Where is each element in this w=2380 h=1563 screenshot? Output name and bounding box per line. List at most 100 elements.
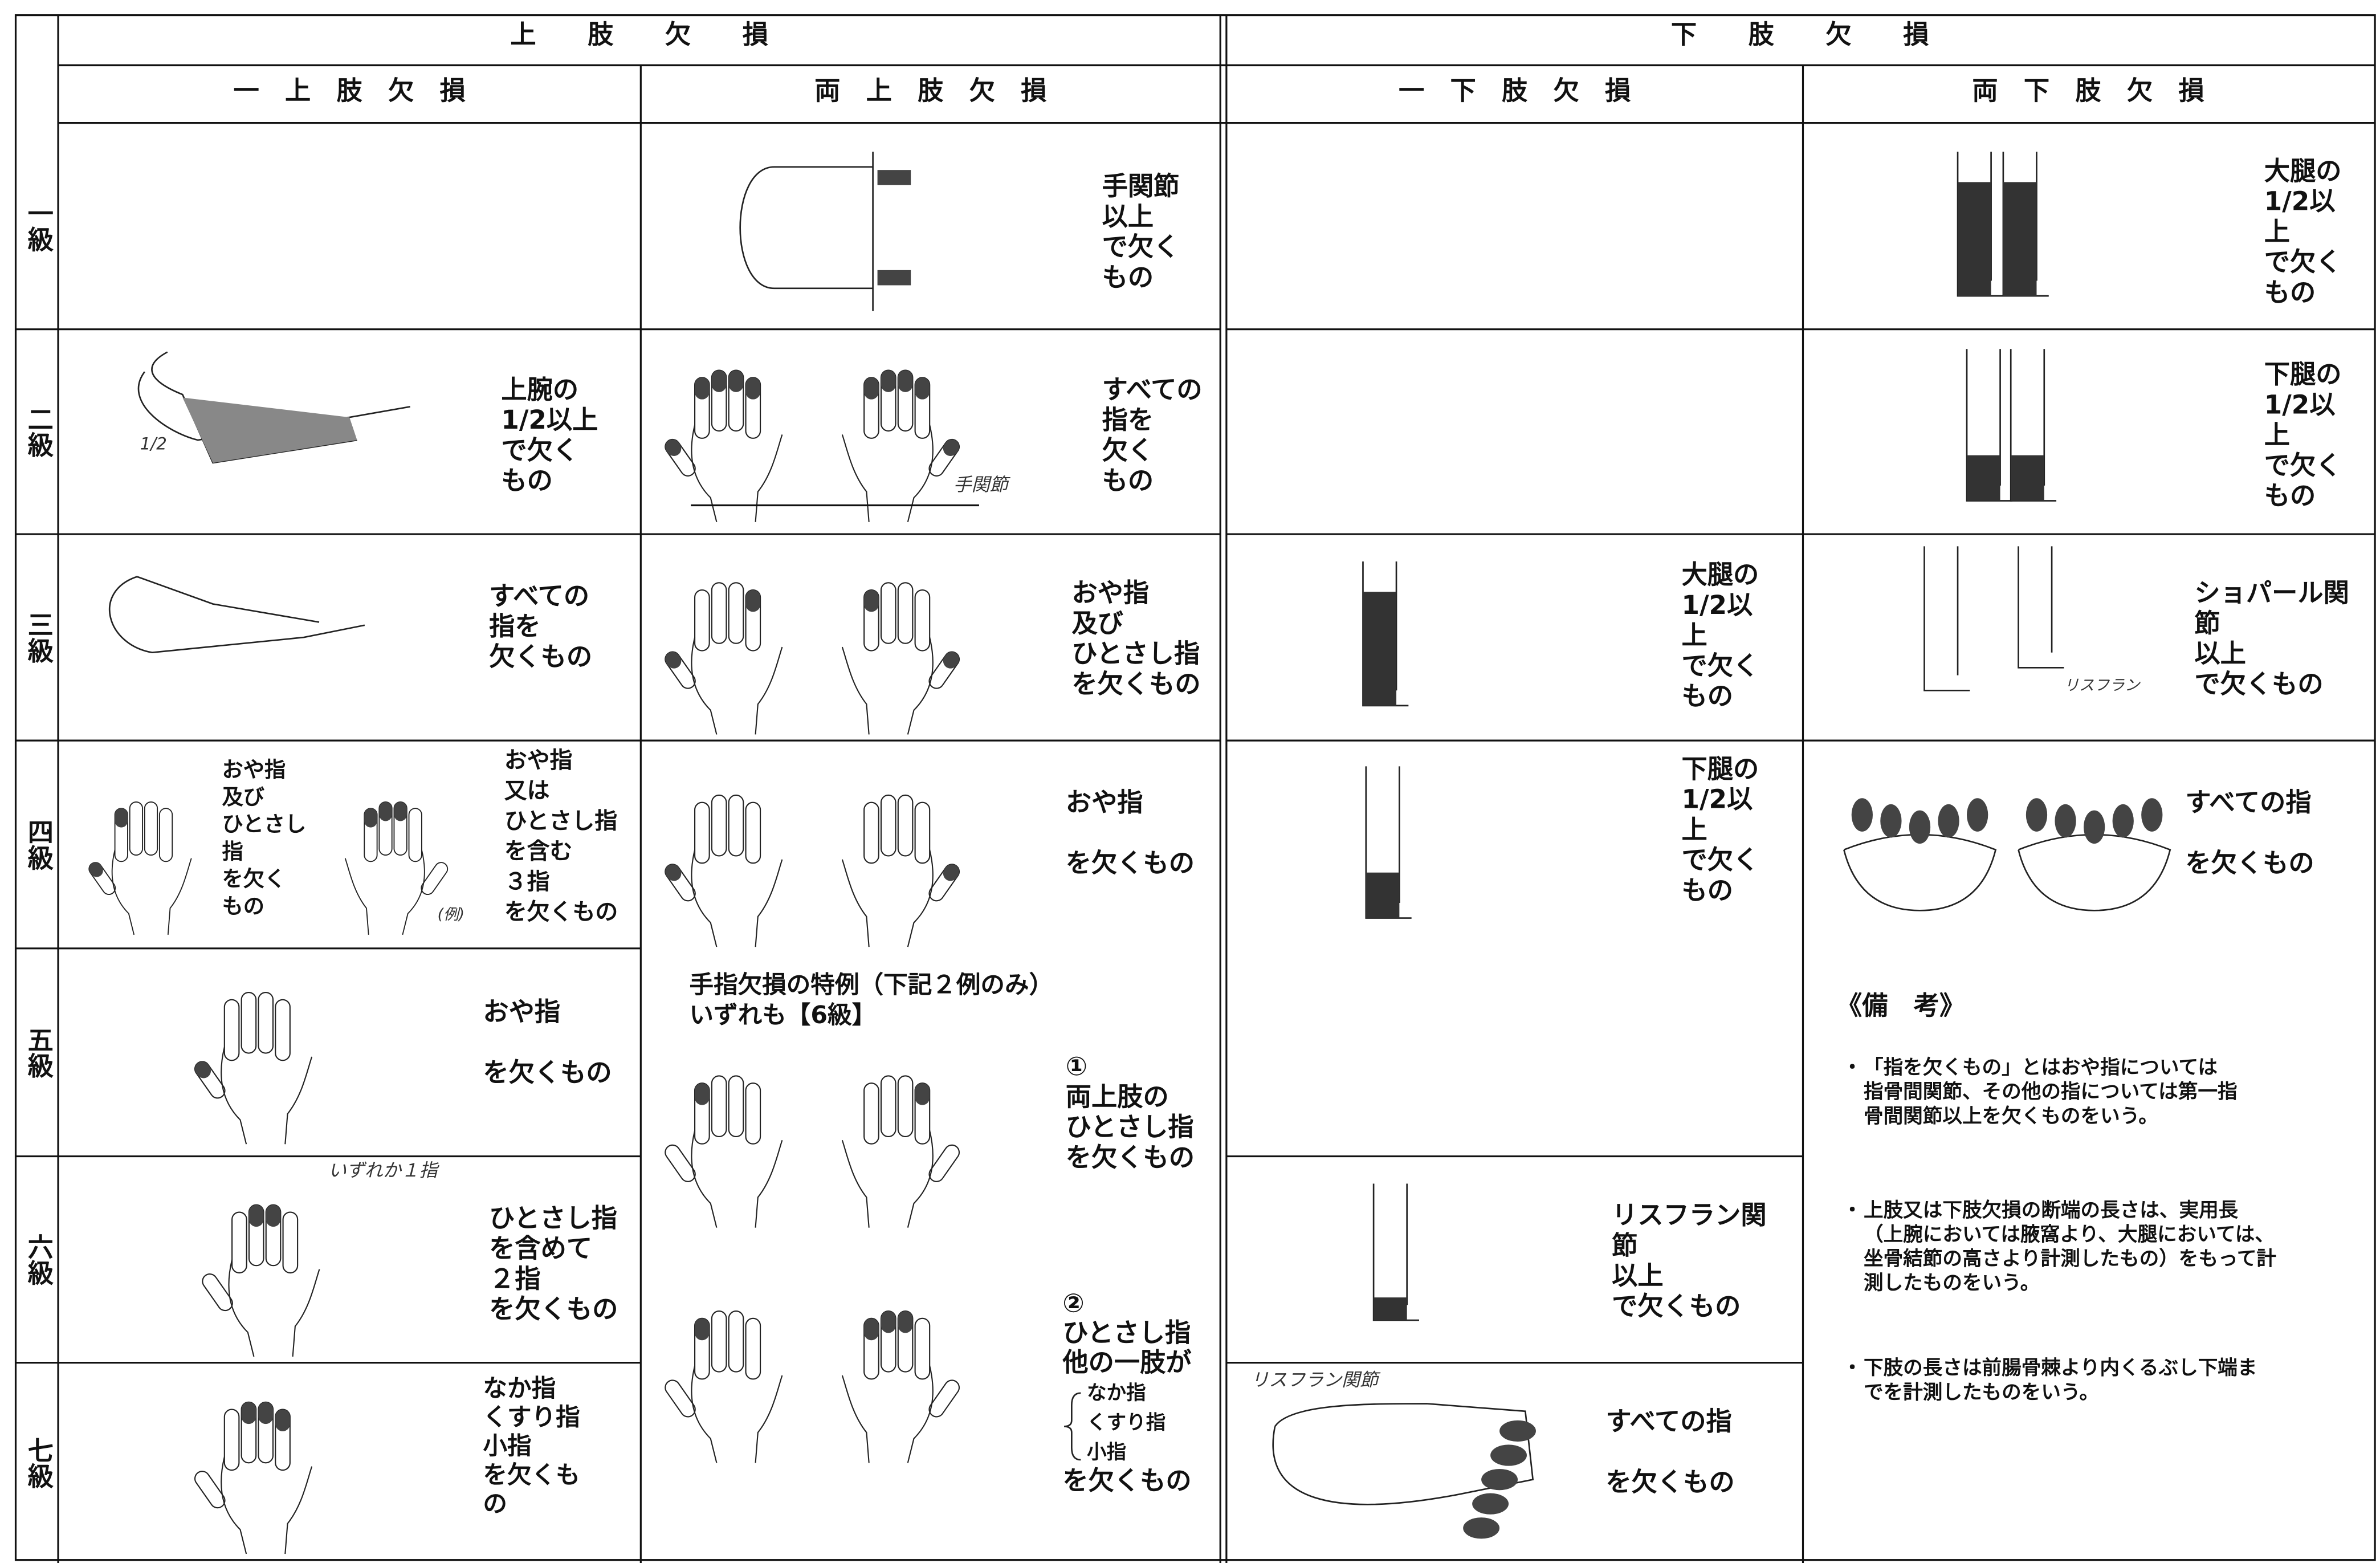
annotation: リスフラン <box>2064 677 2140 694</box>
cell-text: ① <box>1066 1051 1087 1081</box>
finger-tip <box>881 370 896 392</box>
finger <box>223 999 240 1061</box>
toe <box>2055 804 2076 838</box>
finger <box>364 808 378 862</box>
hand-sketch <box>841 1310 960 1463</box>
cell-text: 指を <box>489 611 541 641</box>
hand-sketch <box>194 1401 313 1554</box>
cell-text: を欠くもの <box>1066 1142 1195 1173</box>
thumb-tip <box>943 439 959 456</box>
cell-text: 大腿の <box>2264 156 2342 186</box>
finger <box>248 1204 264 1267</box>
thumb <box>194 1471 226 1509</box>
cell-text: くすり指 <box>483 1403 580 1432</box>
finger <box>897 1310 914 1373</box>
finger <box>265 1204 282 1267</box>
finger <box>728 794 744 857</box>
cell-text: 両上肢の <box>1066 1081 1169 1112</box>
subheader: 両 上 肢 欠 損 <box>814 75 1047 105</box>
cell-text: 大腿の <box>1682 560 1759 590</box>
cell-text: リスフラン関 <box>1612 1200 1767 1230</box>
hand-sketch <box>344 801 449 935</box>
thumb <box>194 1061 226 1099</box>
annotation: (例) <box>438 906 464 923</box>
finger <box>241 1401 257 1464</box>
grade-label: 五級 <box>24 1027 54 1078</box>
finger <box>745 801 761 864</box>
foot-sketch <box>1272 1403 1534 1505</box>
subheader: 一 上 肢 欠 損 <box>234 75 466 105</box>
header-upper: 上 肢 欠 損 <box>510 19 768 50</box>
finger <box>378 801 393 856</box>
cell-text: を欠くもの <box>483 1057 612 1088</box>
remark-line: 上肢又は下肢欠損の断端の長さは、実用長 <box>1864 1199 2239 1222</box>
cell-text: 1/2以上 <box>501 405 598 435</box>
finger-tip <box>745 590 761 612</box>
remark-line: でを計測したものをいう。 <box>1864 1381 2099 1404</box>
cell-text: 上 <box>2264 217 2290 247</box>
cell-text: なか指 <box>483 1374 556 1403</box>
cell-text: 以上 <box>1612 1261 1664 1291</box>
toe <box>1938 804 1959 838</box>
cell-text: 上 <box>2264 420 2290 450</box>
thumb <box>928 864 960 902</box>
thumb-tip <box>89 862 103 877</box>
finger <box>275 1409 291 1471</box>
cell-text: すべての指 <box>1605 1406 1731 1436</box>
toe <box>2141 798 2163 832</box>
remark-line: 測したものをいう。 <box>1864 1272 2040 1295</box>
hand-sketch <box>665 794 783 947</box>
cell-text: で欠くもの <box>2194 669 2323 699</box>
finger <box>711 1075 727 1138</box>
cell-text: おや指 <box>1071 578 1149 608</box>
cell-text: を欠くもの <box>1605 1467 1734 1497</box>
cell-text: で欠く <box>1102 232 1180 262</box>
finger-tip <box>394 801 407 821</box>
grade-label: 三級 <box>24 612 54 664</box>
annotation: いずれか１指 <box>328 1159 440 1181</box>
cell-text: ひとさし指 <box>1066 1112 1194 1142</box>
remark-line: 「指を欠くもの」とはおや指については <box>1864 1056 2218 1079</box>
cell-text: なか指 <box>1087 1382 1146 1405</box>
cell-text: 指 <box>222 839 243 864</box>
cell-text: を欠くもの <box>489 1294 618 1324</box>
cell-text: 下腿の <box>1682 754 1759 784</box>
finger-tip <box>881 1311 896 1333</box>
finger-tip <box>241 1402 256 1424</box>
finger <box>914 1082 931 1145</box>
thumb <box>202 1273 233 1312</box>
toe <box>1880 804 1902 838</box>
finger <box>258 991 274 1054</box>
thumb <box>928 1144 960 1182</box>
finger <box>728 369 744 432</box>
finger-tip <box>711 370 727 392</box>
leg-sketch <box>1372 1183 1419 1321</box>
finger <box>129 801 143 856</box>
cell-text: 1/2以 <box>1682 784 1753 815</box>
toe <box>2112 804 2134 838</box>
finger <box>728 1310 744 1373</box>
cell-text: 小指 <box>1087 1441 1126 1464</box>
palm <box>841 1365 934 1463</box>
finger <box>914 589 931 652</box>
finger-tip <box>258 1402 274 1424</box>
arm-shade <box>182 397 357 463</box>
palm <box>841 849 934 947</box>
cell-text: 欠く <box>1102 435 1154 465</box>
finger <box>694 801 710 864</box>
finger-tip <box>695 1318 710 1341</box>
cell-text: もの <box>1102 466 1154 496</box>
palm <box>221 1047 313 1145</box>
cell-text: 手関節 <box>1102 171 1180 201</box>
remarks-title: 《備 考》 <box>1836 991 1965 1021</box>
cell-text: を欠く <box>222 866 286 892</box>
grade-label: 一級 <box>24 200 54 252</box>
cell-text: を欠くもの <box>1071 669 1200 699</box>
palm <box>691 849 783 947</box>
subheader: 一 下 肢 欠 損 <box>1399 75 1631 105</box>
cell-text: を含む <box>504 839 573 865</box>
grade-label: 六級 <box>24 1234 54 1285</box>
thumb <box>665 1379 696 1418</box>
hand-sketch <box>88 801 192 935</box>
